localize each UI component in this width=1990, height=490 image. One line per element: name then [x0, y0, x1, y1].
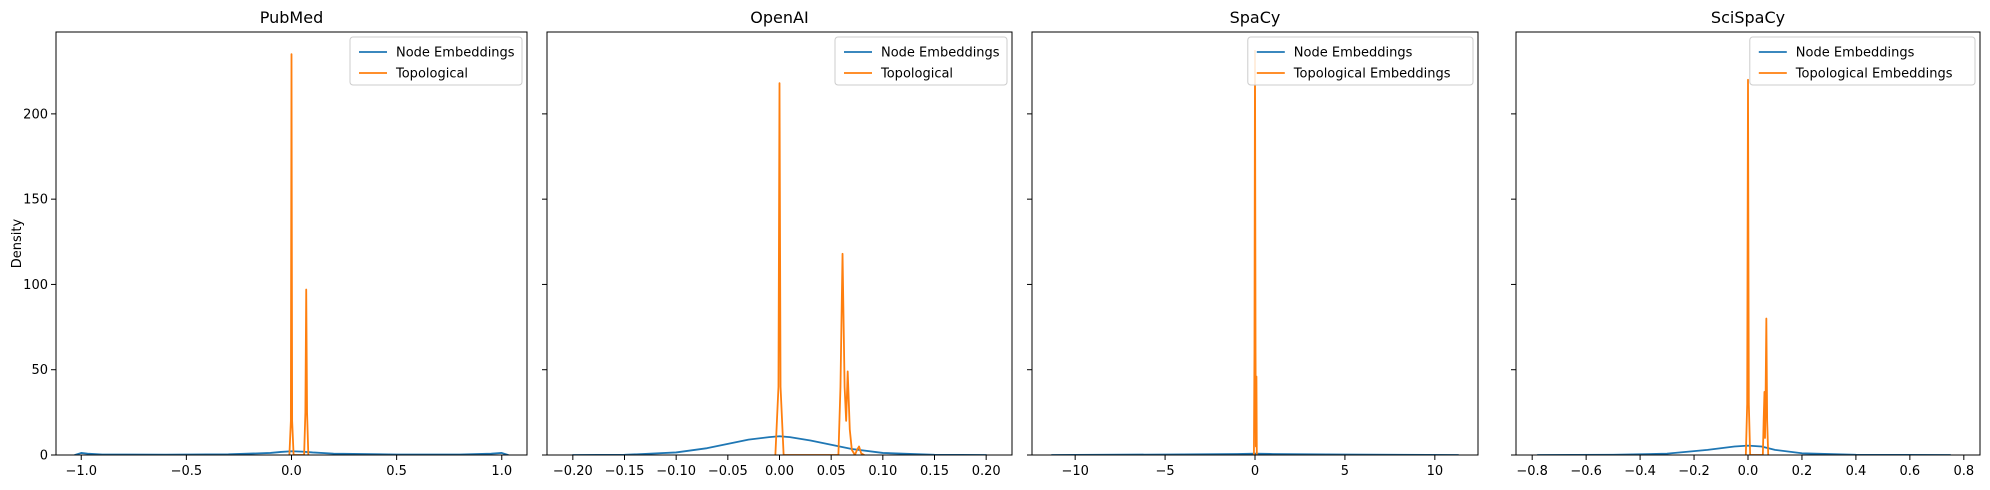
series-group — [1536, 78, 1952, 455]
legend-entry: Topological — [395, 67, 468, 82]
x-tick-label: −5 — [1155, 464, 1174, 479]
legend: Node Embeddings Topological — [834, 36, 1008, 86]
y-tick-label: 50 — [31, 363, 48, 378]
series-line-topological — [774, 82, 866, 455]
x-tick-label: 0.6 — [1900, 464, 1921, 479]
x-tick-label: 5 — [1341, 464, 1349, 479]
x-tick-label: −10 — [1061, 464, 1088, 479]
x-tick-label: 0.0 — [281, 464, 302, 479]
legend-box — [834, 36, 1008, 86]
x-tick-label: 0.10 — [868, 464, 897, 479]
legend: Node Embeddings Topological — [349, 36, 523, 86]
x-tick-label: −1.0 — [65, 464, 97, 479]
x-tick-label: −0.8 — [1516, 464, 1548, 479]
series-line-node-embeddings — [74, 450, 509, 455]
x-tick-label: −0.15 — [605, 464, 645, 479]
subplot-openai: −0.20 −0.15 −0.10 −0.05 0.00 0.05 0.10 0.15 0.20… — [542, 8, 1013, 479]
series-group — [571, 82, 988, 455]
series-group — [1050, 49, 1460, 455]
legend-entry: Node Embeddings — [1796, 46, 1915, 61]
legend-box — [1749, 36, 1976, 86]
y-tick-label: 200 — [23, 107, 48, 122]
series-line-node-embeddings — [1050, 452, 1460, 455]
subplot-pubmed: −1.0 −0.5 0.0 0.5 1.0 0 50 100 150 200 PubMed Densi… — [10, 8, 528, 479]
legend: Node Embeddings Topological Embeddings — [1247, 36, 1474, 86]
x-tick-label: 1.0 — [491, 464, 512, 479]
x-tick-label: 0.00 — [765, 464, 794, 479]
x-tick-label: 0 — [1251, 464, 1259, 479]
x-tick-label: 0.0 — [1738, 464, 1759, 479]
series-line-node-embeddings — [1536, 444, 1952, 455]
x-tick-label: 0.4 — [1846, 464, 1867, 479]
x-tick-label: −0.2 — [1678, 464, 1710, 479]
legend-entry: Topological — [880, 67, 953, 82]
subplot-spacy: −10 −5 0 5 10 SpaCy Node Embeddings Topological… — [1027, 8, 1479, 479]
subplot-title: OpenAI — [750, 8, 808, 27]
series-line-topological — [1744, 78, 1770, 455]
x-tick-label: −0.4 — [1624, 464, 1656, 479]
legend-entry: Topological Embeddings — [1795, 67, 1953, 82]
x-tick-label: −0.20 — [553, 464, 593, 479]
legend-box — [349, 36, 523, 86]
x-tick-label: 0.15 — [920, 464, 949, 479]
x-tick-label: −0.10 — [656, 464, 696, 479]
x-tick-label: 0.20 — [972, 464, 1001, 479]
series-line-topological — [288, 53, 310, 455]
y-tick-label: 100 — [23, 278, 48, 293]
series-line-topological — [1253, 49, 1258, 455]
x-tick-label: 0.05 — [817, 464, 846, 479]
x-tick-label: −0.6 — [1570, 464, 1602, 479]
legend-entry: Topological Embeddings — [1293, 67, 1451, 82]
x-tick-label: −0.5 — [171, 464, 203, 479]
subplot-title: PubMed — [260, 8, 323, 27]
legend-entry: Node Embeddings — [396, 46, 515, 61]
x-tick-label: 10 — [1427, 464, 1444, 479]
x-tick-label: 0.2 — [1792, 464, 1813, 479]
x-tick-label: 0.5 — [386, 464, 407, 479]
legend-box — [1247, 36, 1474, 86]
x-tick-label: −0.05 — [708, 464, 748, 479]
subplot-title: SciSpaCy — [1711, 8, 1785, 27]
x-tick-label: 0.8 — [1953, 464, 1974, 479]
legend-entry: Node Embeddings — [881, 46, 1000, 61]
legend: Node Embeddings Topological Embeddings — [1749, 36, 1976, 86]
series-group — [74, 53, 509, 455]
y-tick-label: 0 — [40, 449, 48, 464]
subplot-scispacy: −0.8 −0.6 −0.4 −0.2 0.0 0.2 0.4 0.6 0.8 SciSpaCy N… — [1511, 8, 1981, 479]
legend-entry: Node Embeddings — [1294, 46, 1413, 61]
y-tick-label: 150 — [23, 193, 48, 208]
subplot-title: SpaCy — [1230, 8, 1281, 27]
y-axis-label: Density — [10, 218, 25, 268]
series-line-node-embeddings — [571, 435, 988, 455]
